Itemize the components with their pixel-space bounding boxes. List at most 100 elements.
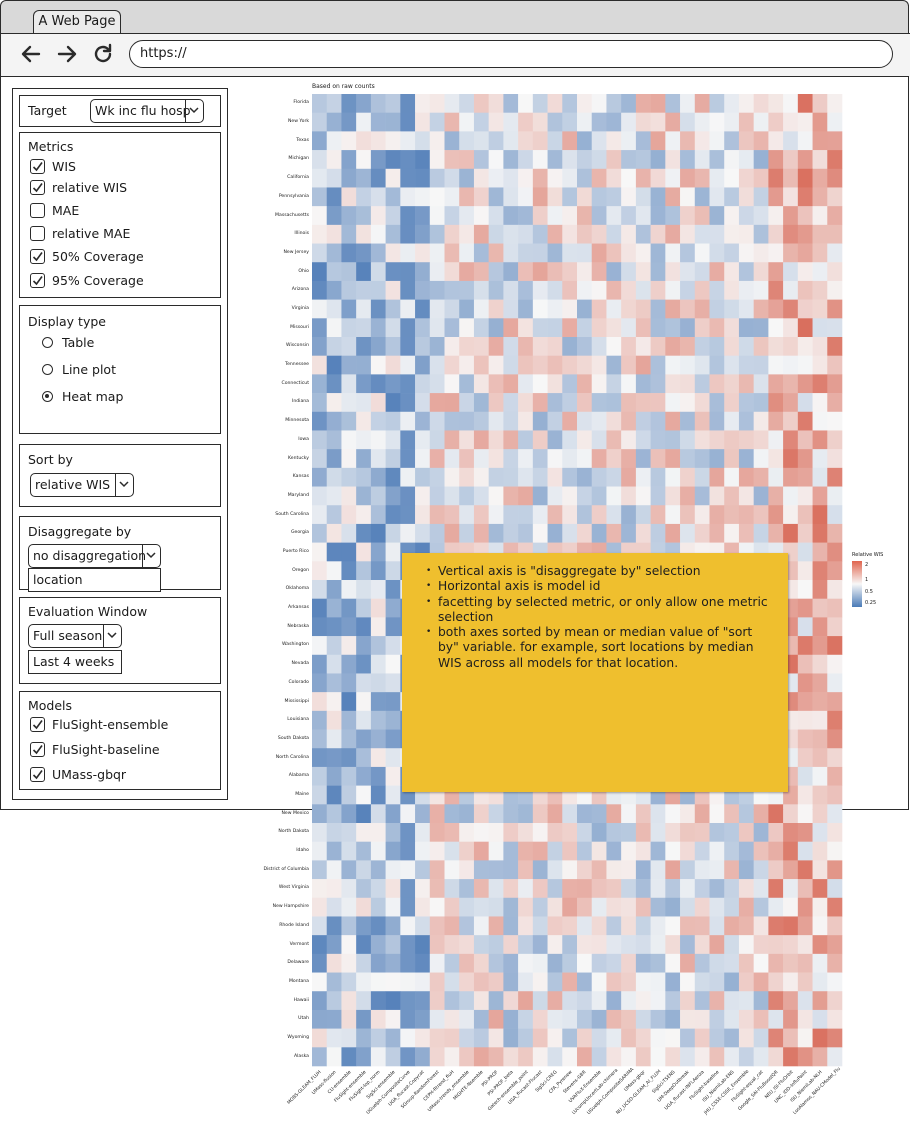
heatmap-cell — [547, 187, 563, 207]
heatmap-cell — [591, 972, 607, 992]
heatmap-cell — [429, 430, 445, 450]
heatmap-cell — [812, 168, 828, 188]
heatmap-cell — [444, 411, 460, 431]
heatmap-cell — [694, 224, 710, 244]
heatmap-cell — [606, 935, 622, 955]
heatmap-cell — [694, 131, 710, 151]
heatmap-cell — [518, 935, 534, 955]
heatmap-cell — [783, 953, 799, 973]
heatmap-cell — [518, 860, 534, 880]
heatmap-cell — [415, 318, 431, 338]
heatmap-cell — [650, 280, 666, 300]
heatmap-cell — [812, 299, 828, 319]
heatmap-cell — [812, 692, 828, 712]
heatmap-cell — [665, 299, 681, 319]
heatmap-cell — [370, 187, 386, 207]
heatmap-row-label: Wyoming — [287, 1035, 309, 1040]
heatmap-cell — [768, 467, 784, 487]
heatmap-cell — [812, 729, 828, 749]
browser-tab[interactable]: A Web Page — [33, 10, 121, 34]
heatmap-row-label: Alabama — [288, 773, 309, 779]
evaluation-window-option-last-4-weeks[interactable]: Last 4 weeks — [28, 650, 122, 674]
url-bar[interactable]: https:// — [129, 40, 893, 68]
heatmap-cell — [341, 804, 357, 824]
heatmap-cell — [326, 262, 342, 282]
heatmap-cell — [370, 337, 386, 356]
heatmap-cell — [827, 617, 843, 637]
heatmap-cell — [356, 467, 372, 487]
heatmap-cell — [768, 374, 784, 394]
heatmap-row-label: West Virginia — [278, 885, 309, 891]
heatmap-cell — [724, 224, 740, 244]
heatmap-cell — [812, 636, 828, 656]
heatmap-cell — [562, 860, 578, 880]
disaggregate-select[interactable]: no disaggregation — [28, 544, 161, 568]
heatmap-cell — [680, 206, 696, 226]
heatmap-cell — [665, 374, 681, 394]
heatmap-cell — [797, 673, 813, 693]
heatmap-cell — [429, 355, 445, 375]
sort-by-select[interactable]: relative WIS — [30, 473, 134, 497]
reload-icon[interactable] — [91, 42, 115, 66]
heatmap-cell — [356, 280, 372, 300]
heatmap-cell — [768, 112, 784, 132]
heatmap-cell — [650, 206, 666, 226]
heatmap-cell — [680, 1047, 696, 1067]
heatmap-cell — [385, 710, 401, 730]
heatmap-cell — [562, 897, 578, 917]
target-select[interactable]: Wk inc flu hosp — [90, 99, 204, 123]
heatmap-cell — [680, 337, 696, 356]
heatmap-cell — [326, 112, 342, 132]
heatmap-cell — [488, 374, 504, 394]
heatmap-cell — [473, 280, 489, 300]
heatmap-cell — [591, 841, 607, 861]
heatmap-cell — [694, 860, 710, 880]
heatmap-cell — [738, 318, 754, 338]
heatmap-cell — [532, 187, 548, 207]
heatmap-cell — [768, 1047, 784, 1067]
heatmap-cell — [312, 187, 328, 207]
heatmap-cell — [738, 280, 754, 300]
heatmap-cell — [370, 598, 386, 618]
heatmap-cell — [797, 710, 813, 730]
heatmap-cell — [356, 1028, 372, 1048]
heatmap-cell — [827, 991, 843, 1011]
heatmap-cell — [812, 710, 828, 730]
evaluation-window-select[interactable]: Full season — [28, 624, 122, 648]
heatmap-cell — [429, 94, 445, 113]
heatmap-cell — [797, 355, 813, 375]
heatmap-cell — [562, 841, 578, 861]
heatmap-cell — [680, 187, 696, 207]
heatmap-cell — [812, 580, 828, 599]
heatmap-cell — [827, 804, 843, 824]
heatmap-row-label: Mississippi — [284, 698, 309, 704]
heatmap-cell — [518, 280, 534, 300]
heatmap-cell — [650, 337, 666, 356]
back-arrow-icon[interactable] — [19, 42, 43, 66]
heatmap-row-label: Arkansas — [288, 605, 309, 610]
heatmap-cell — [665, 879, 681, 899]
heatmap-cell — [753, 131, 769, 151]
heatmap-cell — [473, 449, 489, 469]
heatmap-cell — [738, 337, 754, 356]
heatmap-cell — [356, 953, 372, 973]
heatmap-cell — [429, 374, 445, 394]
heatmap-cell — [547, 224, 563, 244]
heatmap-cell — [694, 299, 710, 319]
heatmap-cell — [370, 860, 386, 880]
heatmap-cell — [341, 636, 357, 656]
heatmap-cell — [385, 131, 401, 151]
heatmap-cell — [415, 1028, 431, 1048]
heatmap-cell — [400, 804, 416, 824]
heatmap-cell — [312, 617, 328, 637]
heatmap-cell — [562, 224, 578, 244]
forward-arrow-icon[interactable] — [55, 42, 79, 66]
heatmap-cell — [635, 374, 651, 394]
heatmap-cell — [326, 860, 342, 880]
heatmap-cell — [606, 505, 622, 525]
disaggregate-option-location[interactable]: location — [28, 568, 161, 592]
heatmap-cell — [532, 1009, 548, 1029]
heatmap-cell — [429, 935, 445, 955]
heatmap-cell — [797, 935, 813, 955]
heatmap-cell — [680, 1009, 696, 1029]
